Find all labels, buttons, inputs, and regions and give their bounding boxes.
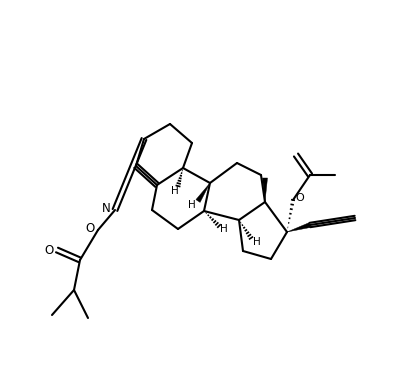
Text: H: H [253,237,261,247]
Polygon shape [263,178,267,202]
Text: H: H [171,186,179,196]
Polygon shape [196,183,210,202]
Polygon shape [287,223,311,232]
Text: N: N [102,202,111,215]
Text: H: H [220,224,228,234]
Text: H: H [188,200,196,210]
Text: O: O [86,223,95,236]
Text: O: O [45,244,54,256]
Text: O: O [295,193,304,203]
